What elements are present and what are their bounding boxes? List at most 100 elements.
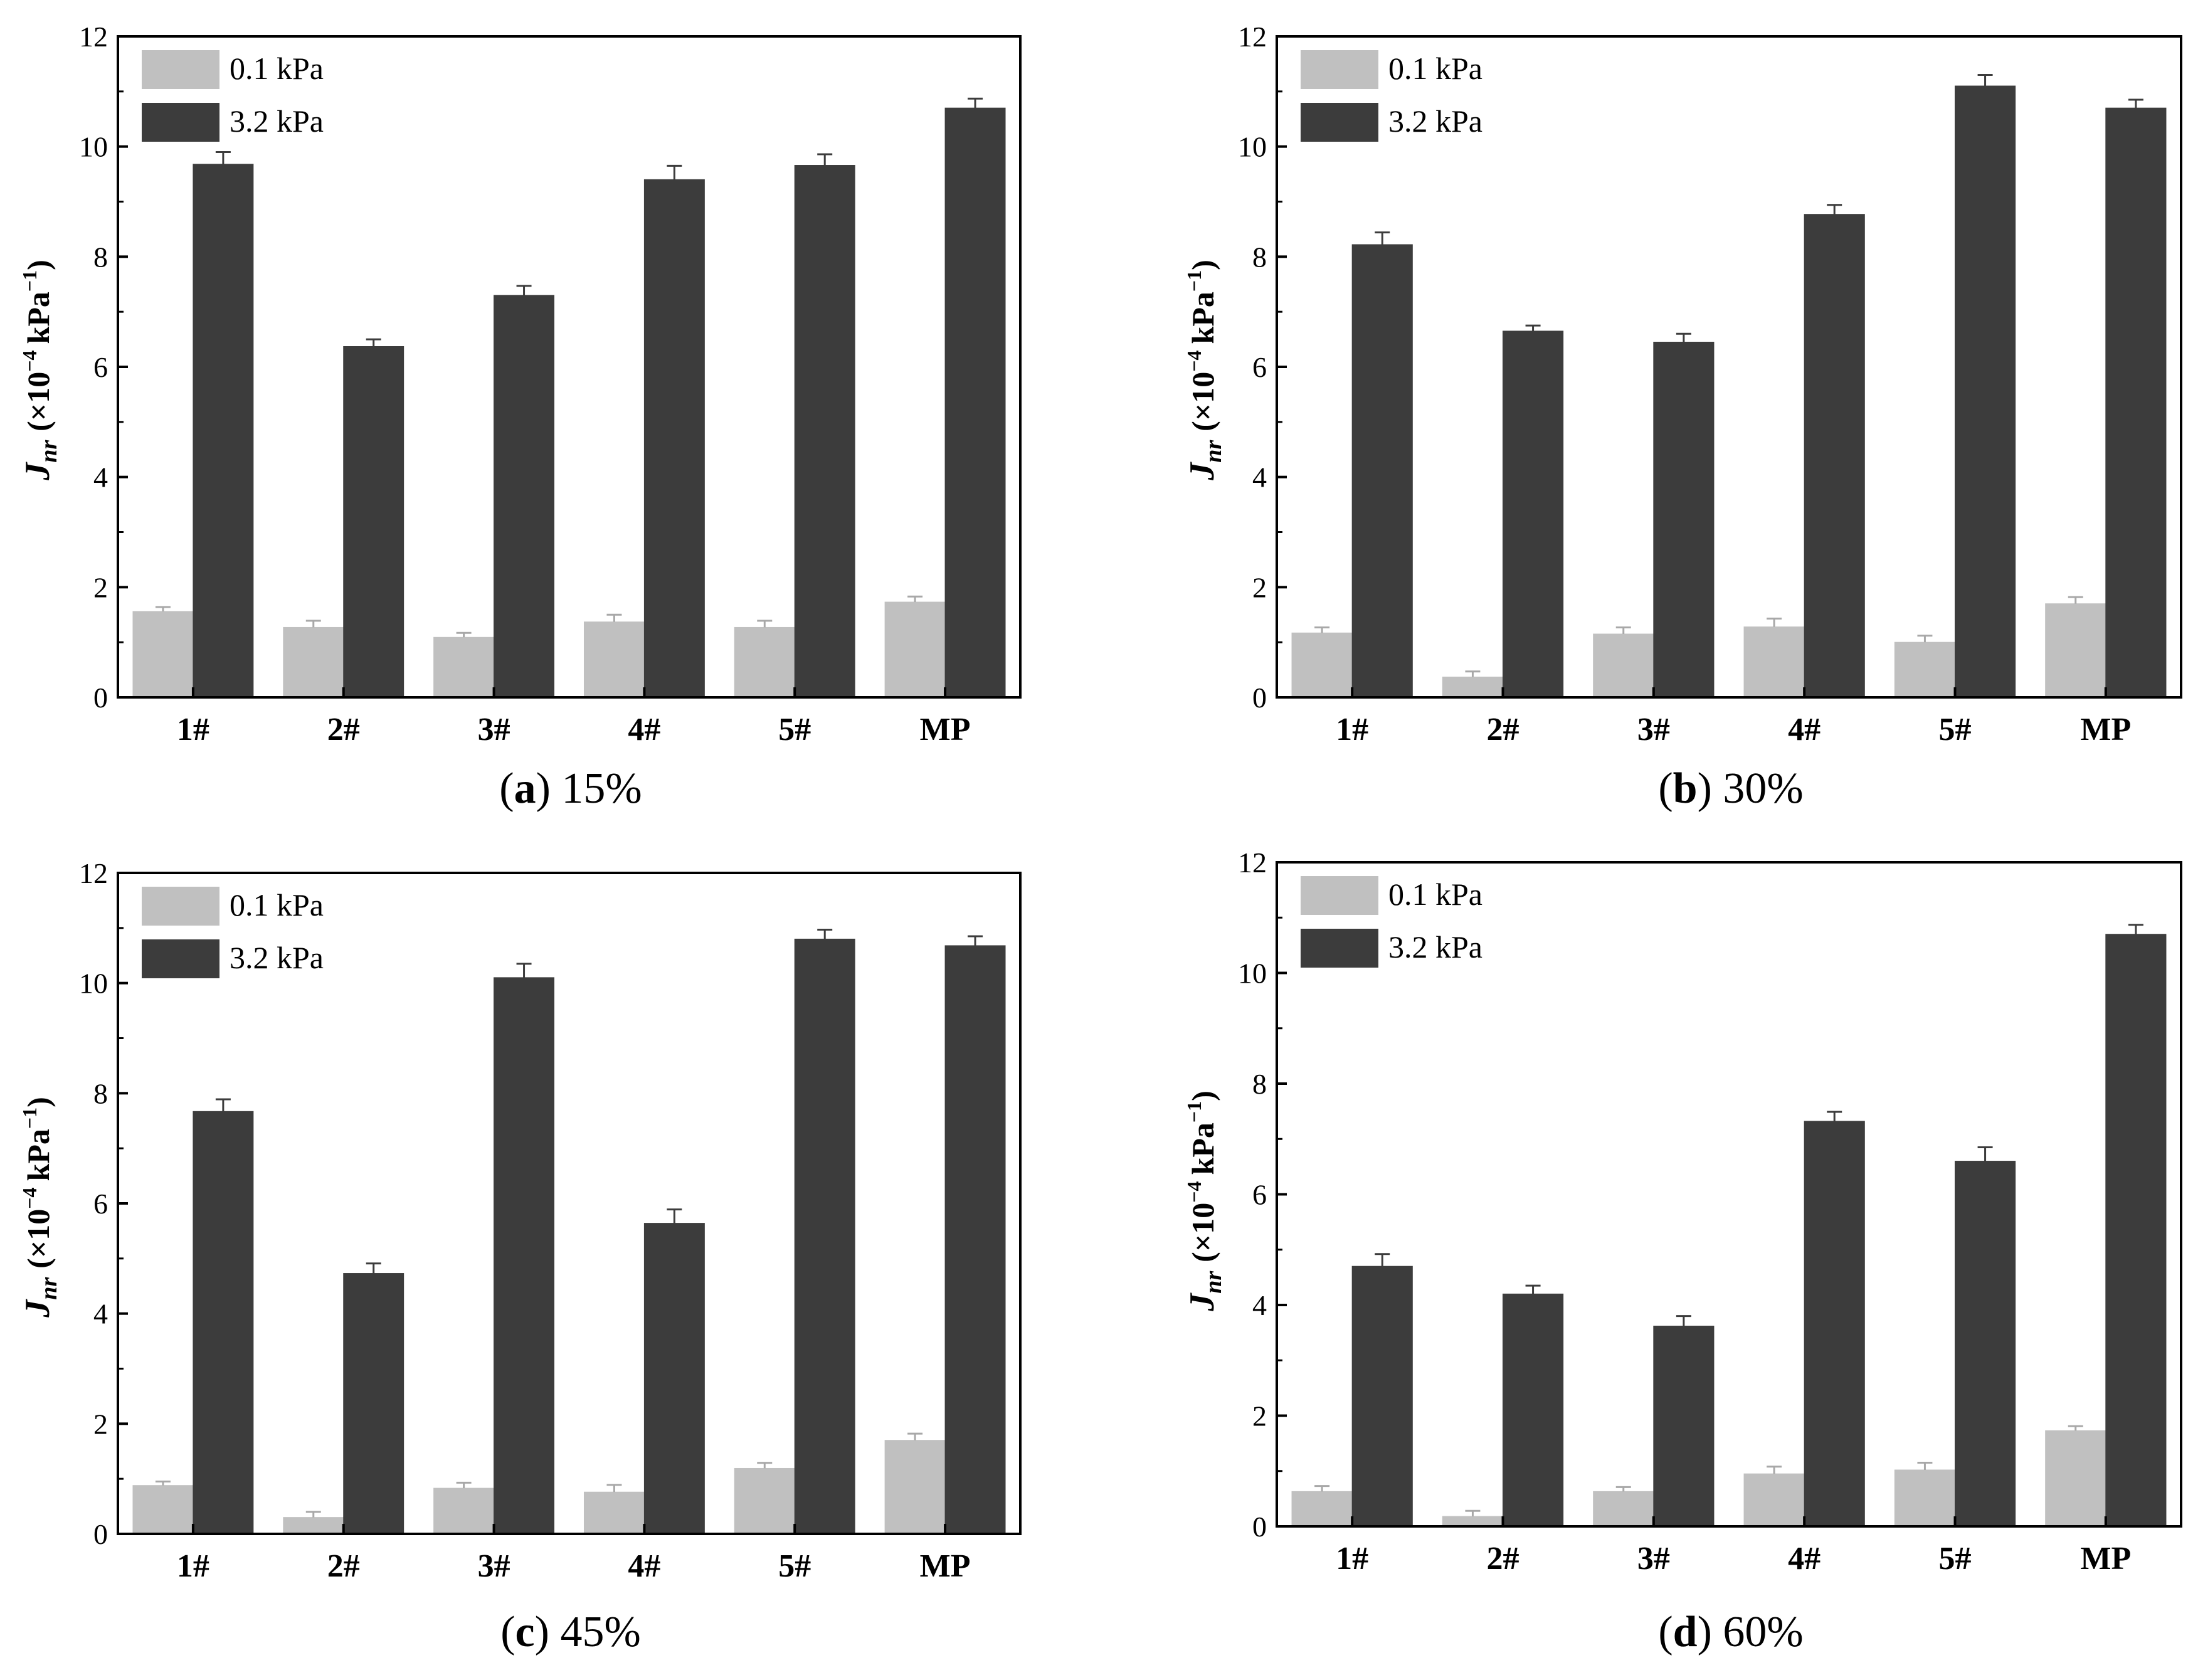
panel-d: 0 2 4 6 8 10 12 1# 2# 3# 4# 5# MP 0.1 kPa 3.2 kPa Jnr (×… bbox=[1183, 847, 2182, 1656]
legend-label-high: 3.2 kPa bbox=[230, 103, 324, 139]
bar-high-6 bbox=[944, 945, 1006, 1535]
caption-value: 30% bbox=[1723, 764, 1803, 813]
bar-high-4 bbox=[1804, 214, 1865, 698]
ylabel-unit: kPa bbox=[21, 1129, 56, 1181]
bar-low-2 bbox=[283, 1517, 344, 1535]
legend-swatch-high bbox=[142, 103, 219, 142]
ylabel-unit-exponent: −1 bbox=[1183, 270, 1205, 292]
bar-high-2 bbox=[1503, 330, 1564, 698]
bar-high-6 bbox=[2105, 107, 2167, 698]
y-axis-label: Jnr (×10−4 kPa−1) bbox=[1183, 1091, 1227, 1312]
bar-high-2 bbox=[343, 346, 404, 698]
bar-high-6 bbox=[2105, 934, 2167, 1527]
bar-high-5 bbox=[1955, 85, 2016, 698]
y-tick-label: 0 bbox=[93, 1518, 108, 1550]
caption-paren-close: ) bbox=[1698, 1608, 1723, 1656]
x-tick-label: 5# bbox=[1939, 712, 1972, 748]
x-tick-label: 2# bbox=[1487, 712, 1519, 748]
legend-swatch-high bbox=[142, 939, 219, 978]
x-tick-label: MP bbox=[920, 1548, 971, 1584]
bar-high-1 bbox=[1351, 1265, 1413, 1527]
bar-low-5 bbox=[1894, 1469, 1956, 1527]
y-tick-label: 0 bbox=[93, 682, 108, 714]
x-tick-label: 4# bbox=[1788, 712, 1820, 748]
y-tick-label: 4 bbox=[1252, 1289, 1267, 1321]
x-tick-label: 3# bbox=[1637, 712, 1670, 748]
y-tick-label: 10 bbox=[1238, 131, 1267, 163]
caption-letter: c bbox=[515, 1608, 535, 1656]
x-tick-label: 1# bbox=[177, 1548, 209, 1584]
y-tick-label: 10 bbox=[79, 131, 108, 163]
x-tick-label: 2# bbox=[327, 1548, 360, 1584]
caption-letter: b bbox=[1673, 764, 1698, 813]
bar-low-4 bbox=[1743, 626, 1805, 698]
y-axis-label: Jnr (×10−4 kPa−1) bbox=[18, 1097, 62, 1318]
caption-paren-close: ) bbox=[535, 1608, 561, 1656]
y-tick-label: 2 bbox=[1252, 1400, 1267, 1432]
bar-low-1 bbox=[132, 1485, 194, 1535]
ylabel-symbol: J bbox=[1183, 462, 1222, 481]
ylabel-close: ) bbox=[1185, 1091, 1220, 1101]
bar-low-6 bbox=[2045, 603, 2106, 698]
panel-b: 0 2 4 6 8 10 12 1# 2# 3# 4# 5# MP 0.1 kPa 3.2 kPa Jnr (×… bbox=[1183, 21, 2182, 813]
y-tick-label: 2 bbox=[1252, 571, 1267, 603]
y-tick-label: 6 bbox=[93, 351, 108, 383]
y-tick-label: 6 bbox=[1252, 1179, 1267, 1211]
caption-paren-close: ) bbox=[1698, 764, 1723, 813]
bar-low-1 bbox=[1291, 1491, 1353, 1527]
x-tick-label: 3# bbox=[1637, 1541, 1670, 1577]
panel-caption: (a) 15% bbox=[499, 764, 642, 813]
bar-low-1 bbox=[1291, 632, 1353, 698]
x-tick-label: MP bbox=[2080, 1541, 2131, 1577]
x-tick-label: 4# bbox=[1788, 1541, 1820, 1577]
x-tick-label: 1# bbox=[1336, 1541, 1368, 1577]
ylabel-subscript: nr bbox=[36, 440, 62, 463]
bar-low-4 bbox=[583, 1491, 645, 1535]
y-tick-label: 6 bbox=[93, 1188, 108, 1220]
x-tick-label: MP bbox=[920, 712, 971, 748]
x-tick-label: 1# bbox=[1336, 712, 1368, 748]
bar-low-5 bbox=[734, 626, 795, 698]
ylabel-exponent: −4 bbox=[1183, 1181, 1205, 1202]
caption-letter: d bbox=[1673, 1608, 1698, 1656]
legend-label-low: 0.1 kPa bbox=[230, 887, 324, 922]
bar-high-5 bbox=[1955, 1161, 2016, 1527]
bar-low-3 bbox=[433, 637, 495, 698]
y-tick-label: 12 bbox=[1238, 21, 1267, 53]
caption-value: 15% bbox=[561, 764, 642, 813]
ylabel-exponent: −4 bbox=[18, 350, 41, 371]
caption-paren-open: ( bbox=[499, 764, 514, 813]
bar-low-2 bbox=[1442, 1516, 1504, 1527]
y-tick-label: 4 bbox=[1252, 462, 1267, 494]
x-tick-label: 5# bbox=[778, 712, 811, 748]
bar-high-1 bbox=[193, 1111, 254, 1535]
bar-high-3 bbox=[1653, 1326, 1715, 1527]
bar-high-1 bbox=[1351, 244, 1413, 698]
caption-paren-close: ) bbox=[536, 764, 562, 813]
x-tick-label: 5# bbox=[1939, 1541, 1972, 1577]
ylabel-subscript: nr bbox=[1200, 440, 1227, 463]
legend-label-high: 3.2 kPa bbox=[1388, 103, 1482, 139]
ylabel-exponent: −4 bbox=[18, 1187, 41, 1208]
y-tick-label: 4 bbox=[93, 1298, 108, 1330]
legend-swatch-high bbox=[1301, 103, 1378, 142]
y-axis-label: Jnr (×10−4 kPa−1) bbox=[18, 260, 62, 481]
legend-swatch-low bbox=[142, 887, 219, 926]
bar-low-4 bbox=[1743, 1473, 1805, 1527]
bar-high-3 bbox=[1653, 341, 1715, 698]
x-tick-label: 4# bbox=[628, 1548, 660, 1584]
legend-swatch-low bbox=[1301, 50, 1378, 89]
ylabel-close: ) bbox=[21, 1097, 56, 1107]
panel-caption: (b) 30% bbox=[1658, 764, 1803, 813]
ylabel-symbol: J bbox=[18, 1299, 57, 1318]
x-tick-label: 3# bbox=[478, 712, 510, 748]
legend-label-low: 0.1 kPa bbox=[1388, 877, 1482, 912]
x-tick-label: 2# bbox=[327, 712, 360, 748]
caption-value: 60% bbox=[1723, 1608, 1803, 1656]
legend-swatch-high bbox=[1301, 929, 1378, 968]
bar-high-5 bbox=[794, 165, 855, 698]
bar-low-6 bbox=[2045, 1430, 2106, 1527]
y-tick-label: 12 bbox=[79, 21, 108, 53]
y-tick-label: 8 bbox=[93, 1077, 108, 1109]
